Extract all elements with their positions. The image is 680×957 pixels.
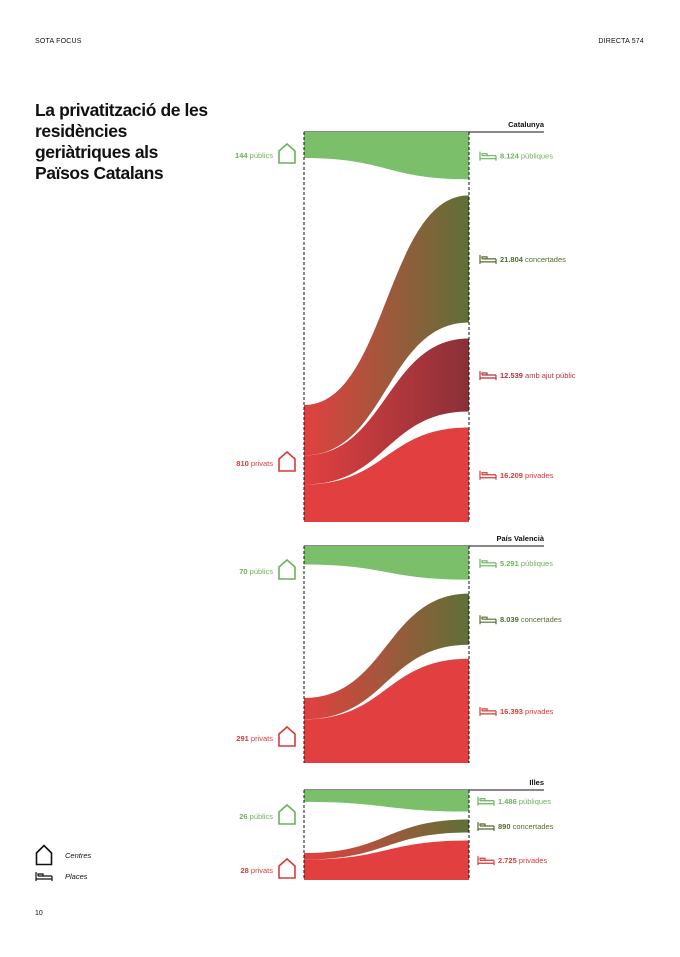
region-title: Illes — [529, 778, 544, 787]
places-public-bed-icon — [477, 796, 495, 806]
places-public-label: 5.291 públiques — [500, 559, 553, 568]
flow-privat-to-concertada — [304, 593, 469, 720]
centres-public-house-icon — [278, 803, 296, 825]
places-concertada-label-text: concertades — [519, 615, 562, 624]
centres-public-label: 70 públics — [239, 567, 273, 576]
centres-public-label-text: públics — [248, 812, 274, 821]
places-public-label: 8.124 públiques — [500, 152, 553, 161]
places-privat-label: 16.209 privades — [500, 471, 554, 480]
flow-privat-to-concertada — [304, 195, 469, 456]
places-ajut-bed-icon — [479, 370, 497, 380]
region-title: País Valencià — [496, 534, 544, 543]
flow-privat-to-concertada — [304, 819, 469, 860]
places-concertada-label-text: concertades — [511, 822, 554, 831]
places-privat-bed-icon — [479, 706, 497, 716]
places-privat-label-value: 16.393 — [500, 707, 523, 716]
places-public-label-value: 8.124 — [500, 152, 520, 161]
panel-catalunya: Catalunya — [303, 120, 545, 522]
places-privat-label: 16.393 privades — [500, 707, 554, 716]
places-ajut-label: 12.539 amb ajut públic — [500, 371, 576, 380]
places-privat-label-value: 16.209 — [500, 471, 523, 480]
places-privat-label-value: 2.725 — [498, 856, 517, 865]
page-title: La privatització de les residències geri… — [35, 100, 208, 183]
places-public-label-text: públiques — [517, 797, 551, 806]
legend-places: Places — [35, 871, 88, 882]
places-concertada-bed-icon — [479, 254, 497, 264]
places-privat-bed-icon — [477, 856, 495, 866]
legend-places-label: Places — [65, 872, 88, 881]
centres-public-label: 144 públics — [235, 151, 273, 160]
legend-centres: Centres — [35, 844, 91, 866]
panel-pa-s-valenci: País Valencià — [303, 534, 545, 763]
places-concertada-label-value: 21.804 — [500, 255, 524, 264]
places-privat-bed-icon — [479, 470, 497, 480]
places-concertada-label: 890 concertades — [498, 822, 554, 831]
centres-privat-label-value: 810 — [236, 459, 249, 468]
centres-privat-label: 810 privats — [236, 459, 273, 468]
flow-public-to-public — [304, 132, 469, 180]
places-ajut-label-value: 12.539 — [500, 371, 523, 380]
centres-privat-label-value: 291 — [236, 734, 249, 743]
places-public-label-text: públiques — [519, 559, 553, 568]
places-concertada-label-value: 890 — [498, 822, 511, 831]
places-public-bed-icon — [479, 558, 497, 568]
header-section-label: SOTA FOCUS — [35, 38, 82, 45]
centres-privat-house-icon — [278, 725, 296, 747]
places-privat-label-text: privades — [523, 471, 554, 480]
places-privat-label-text: privades — [517, 856, 548, 865]
centres-privat-label-text: privats — [249, 459, 273, 468]
header-issue-label: DIRECTA 574 — [598, 38, 644, 45]
centres-public-label-value: 144 — [235, 151, 248, 160]
places-concertada-label: 21.804 concertades — [500, 255, 566, 264]
places-concertada-label-value: 8.039 — [500, 615, 519, 624]
flow-public-to-public — [304, 790, 469, 812]
house-icon — [35, 844, 53, 866]
flow-public-to-public — [304, 546, 469, 580]
flow-privat-to-privat — [304, 658, 469, 763]
places-public-label: 1.486 públiques — [498, 797, 551, 806]
places-privat-label: 2.725 privades — [498, 856, 547, 865]
centres-privat-house-icon — [278, 857, 296, 879]
places-concertada-bed-icon — [477, 822, 495, 832]
page-number: 10 — [35, 910, 43, 917]
places-concertada-label-text: concertades — [523, 255, 566, 264]
centres-public-label-value: 26 — [239, 812, 247, 821]
legend-centres-label: Centres — [65, 850, 92, 860]
centres-public-label-value: 70 — [239, 567, 247, 576]
centres-public-house-icon — [278, 558, 296, 580]
places-ajut-label-text: amb ajut públic — [523, 371, 576, 380]
centres-public-house-icon — [278, 142, 296, 164]
places-privat-label-text: privades — [523, 707, 554, 716]
centres-privat-label: 291 privats — [236, 734, 273, 743]
places-public-label-value: 1.486 — [498, 797, 517, 806]
centres-privat-label-text: privats — [249, 866, 273, 875]
flow-privat-to-privat — [304, 840, 469, 880]
flow-privat-to-privat — [304, 427, 469, 522]
centres-privat-label-text: privats — [249, 734, 273, 743]
places-concertada-bed-icon — [479, 615, 497, 625]
centres-privat-house-icon — [278, 450, 296, 472]
flow-privat-to-ajut — [304, 338, 469, 485]
places-public-label-text: públiques — [519, 152, 553, 161]
centres-public-label-text: públics — [248, 567, 274, 576]
centres-public-label-text: públics — [248, 151, 274, 160]
places-concertada-label: 8.039 concertades — [500, 615, 562, 624]
centres-privat-label: 28 privats — [240, 866, 273, 875]
centres-privat-label-value: 28 — [240, 866, 248, 875]
region-title: Catalunya — [508, 120, 545, 129]
centres-public-label: 26 públics — [239, 812, 273, 821]
panel-illes: Illes — [303, 778, 544, 880]
bed-icon — [35, 872, 53, 881]
places-public-bed-icon — [479, 151, 497, 161]
places-public-label-value: 5.291 — [500, 559, 519, 568]
